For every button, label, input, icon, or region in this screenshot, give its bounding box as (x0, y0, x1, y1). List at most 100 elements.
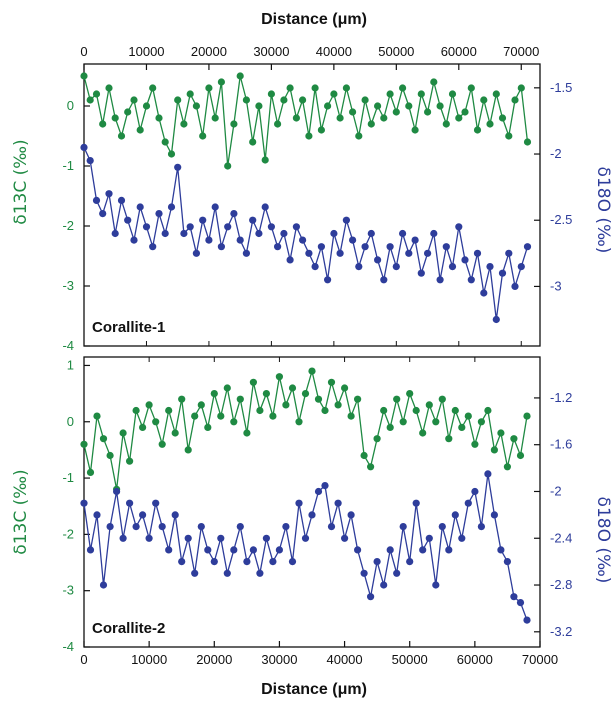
data-point (367, 120, 375, 128)
data-point (80, 143, 88, 151)
data-point (167, 203, 176, 211)
data-point (224, 162, 232, 170)
data-point (106, 523, 114, 531)
y-right-tick-label: -2.8 (550, 577, 572, 592)
data-point (275, 373, 283, 381)
data-point (236, 72, 244, 80)
data-point (158, 523, 166, 531)
y-right-tick-label: -2.5 (550, 212, 572, 227)
data-point (184, 446, 192, 454)
data-point (124, 108, 132, 116)
data-point (492, 315, 500, 324)
data-point (269, 412, 277, 420)
data-point (256, 406, 264, 415)
data-point (406, 390, 414, 398)
data-point (523, 243, 532, 251)
data-point (282, 523, 290, 531)
data-point (80, 72, 88, 80)
data-point (355, 132, 363, 140)
data-point (354, 546, 362, 554)
data-point (498, 114, 507, 122)
data-point (327, 378, 336, 386)
data-point (171, 429, 179, 437)
data-point (405, 102, 413, 110)
data-point (517, 84, 525, 92)
data-point (461, 108, 469, 116)
data-point (484, 470, 492, 478)
data-point (317, 243, 325, 251)
data-point (301, 390, 310, 398)
data-point (211, 203, 219, 211)
data-point (477, 523, 485, 531)
data-point (192, 102, 200, 110)
data-point (511, 282, 519, 290)
data-point (523, 138, 532, 146)
data-point (292, 223, 300, 231)
series-line (83, 147, 529, 320)
data-point (321, 406, 329, 415)
data-point (411, 126, 419, 134)
data-point (111, 229, 119, 238)
data-point (199, 216, 207, 224)
x-tick-label: 30000 (253, 44, 289, 59)
data-point (217, 534, 225, 542)
data-point (301, 534, 310, 542)
data-point (406, 558, 414, 566)
data-point (448, 90, 457, 98)
data-point (113, 487, 121, 496)
y-left-tick-label: -4 (62, 639, 74, 654)
data-point (308, 511, 316, 519)
data-point (419, 546, 427, 554)
data-point (262, 534, 270, 542)
data-point (80, 499, 88, 507)
data-point (386, 243, 394, 251)
panel-label: Corallite-1 (92, 319, 165, 336)
data-point (197, 401, 205, 409)
data-point (380, 406, 388, 415)
data-point (367, 463, 375, 471)
panel-1: 0 10000 20000 30000 40000 50000 60000 70000 0 -1 -… (62, 44, 572, 353)
data-point (119, 429, 127, 437)
x-tick-label: 50000 (392, 652, 428, 667)
data-point (380, 114, 388, 122)
x-tick-label: 50000 (378, 44, 414, 59)
data-point (136, 203, 144, 211)
y-left-tick-label: -3 (62, 583, 74, 598)
data-point (236, 236, 244, 244)
series-d18o (80, 143, 532, 324)
data-point (255, 102, 263, 110)
y-left-tick-label: 1 (67, 357, 74, 372)
data-point (155, 210, 163, 218)
data-point (347, 412, 355, 420)
data-point (341, 534, 349, 542)
data-point (317, 126, 325, 134)
data-point (523, 616, 531, 624)
data-point (467, 276, 475, 284)
data-point (274, 120, 282, 128)
data-point (473, 249, 482, 257)
data-point (256, 569, 264, 577)
x-tick-label: 0 (80, 652, 87, 667)
data-point (199, 132, 207, 140)
data-point (136, 126, 144, 134)
data-point (165, 546, 173, 554)
data-point (324, 276, 332, 284)
data-point (438, 523, 446, 531)
data-point (425, 401, 433, 409)
data-point (99, 581, 108, 589)
data-point (347, 511, 355, 519)
y-left-tick-label: -2 (62, 526, 74, 541)
data-point (405, 249, 413, 257)
data-point (445, 435, 453, 443)
data-point (511, 96, 519, 104)
data-point (354, 395, 362, 403)
data-point (282, 401, 290, 409)
data-point (498, 269, 507, 277)
data-point (295, 499, 303, 507)
data-point (516, 451, 525, 460)
data-point (392, 263, 400, 271)
data-point (275, 546, 283, 554)
x-tick-label: 40000 (316, 44, 352, 59)
x-axis-title-bottom: Distance (μm) (261, 681, 367, 698)
